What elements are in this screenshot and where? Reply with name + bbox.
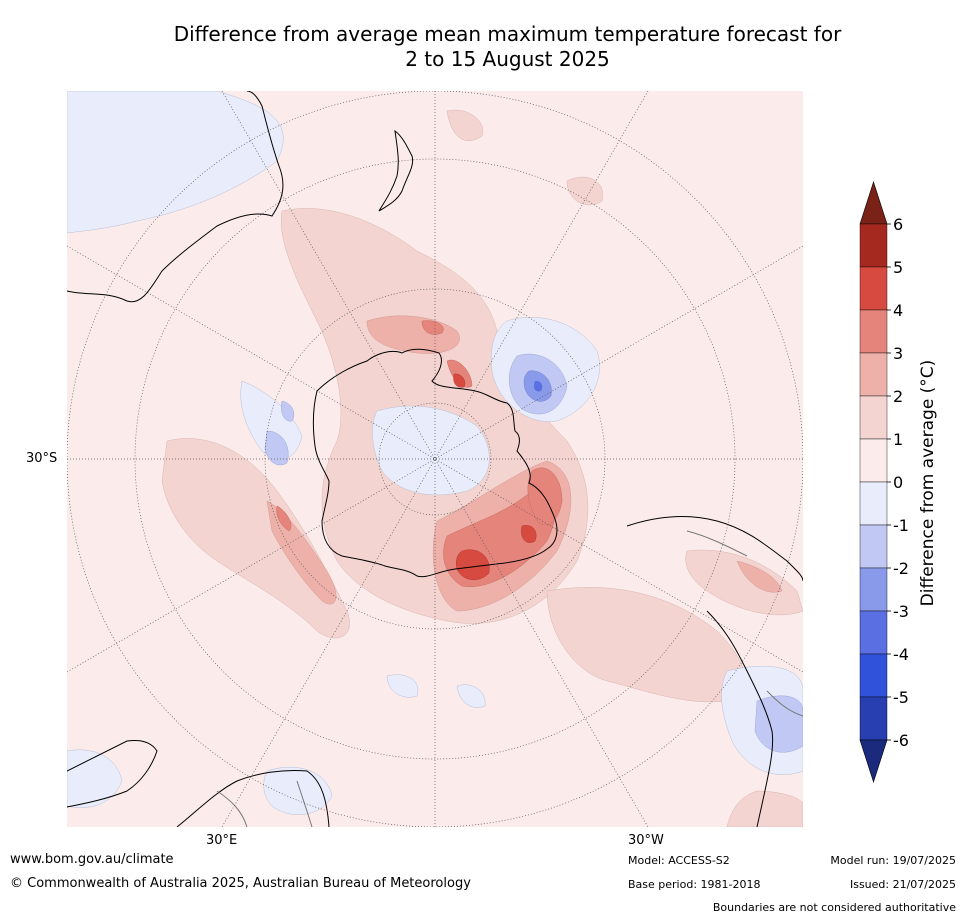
colorbar-segment [859, 309, 888, 354]
anomaly-region-cool-11 [754, 695, 803, 753]
africa-coastline [67, 740, 330, 827]
anomaly-region-warm-15 [446, 359, 473, 388]
colorbar-tick-label: 5 [893, 258, 903, 277]
colorbar-segment [859, 438, 888, 483]
colorbar-segment [859, 223, 888, 268]
colorbar-tick-label: -6 [893, 731, 909, 750]
website-link[interactable]: www.bom.gov.au/climate [10, 852, 174, 867]
south-america-borders [686, 530, 803, 717]
title-line-2: 2 to 15 August 2025 [405, 47, 610, 71]
anomaly-region-cool [67, 91, 284, 234]
anomaly-region-cool-8 [264, 430, 289, 466]
longitude-label-30w: 30°W [628, 833, 664, 848]
anomaly-region-warm-18 [521, 525, 537, 543]
base-period-text: Base period: 1981-2018 [628, 878, 761, 891]
colorbar-tick-label: -4 [893, 645, 909, 664]
anomaly-region-warm-5 [566, 176, 604, 206]
disclaimer-text: Boundaries are not considered authoritat… [712, 901, 956, 914]
anomaly-region-cool-14 [456, 684, 486, 708]
colorbar-segment [859, 352, 888, 397]
australia-coastline [67, 91, 284, 303]
anomaly-region-warm-16 [276, 505, 292, 532]
colorbar-tick-label: -5 [893, 688, 909, 707]
colorbar-segment [859, 567, 888, 612]
anomaly-region-warm-19 [453, 373, 466, 388]
colorbar-tick-label: 4 [893, 301, 903, 320]
new-zealand-coastline [378, 129, 414, 212]
anomaly-region-warm-2 [161, 438, 350, 639]
forecast-map [67, 91, 803, 827]
colorbar-segment [859, 696, 888, 741]
anomaly-region-cool-6 [372, 405, 490, 496]
colorbar-segment [859, 481, 888, 526]
anomaly-region-warm-14 [421, 320, 444, 335]
colorbar-tick-label: -2 [893, 559, 909, 578]
anomaly-region-warm-11 [736, 560, 783, 593]
anomaly-region-warm-6 [685, 549, 803, 616]
anomaly-region-warm-7 [726, 790, 803, 827]
colorbar-tick-label: -1 [893, 516, 909, 535]
anomaly-region-warm-13 [527, 467, 563, 526]
colorbar-segment [859, 266, 888, 311]
model-run-text: Model run: 19/07/2025 [830, 854, 956, 867]
model-text: Model: ACCESS-S2 [628, 854, 730, 867]
longitude-label-30e: 30°E [206, 833, 238, 848]
colorbar-extend-top [859, 181, 888, 225]
colorbar-segment [859, 524, 888, 569]
latitude-label-30s: 30°S [26, 451, 58, 466]
colorbar-tick-label: 2 [893, 387, 903, 406]
africa-borders [216, 780, 313, 827]
colorbar-tick-label: 3 [893, 344, 903, 363]
colorbar-tick-label: -3 [893, 602, 909, 621]
antarctica-coastline [312, 348, 558, 578]
copyright-text: © Commonwealth of Australia 2025, Austra… [10, 876, 471, 891]
colorbar-segment [859, 653, 888, 698]
south-america-coastline [626, 515, 803, 827]
colorbar-segment [859, 395, 888, 440]
anomaly-region-cool-15 [386, 674, 419, 698]
colorbar-segment [859, 610, 888, 655]
title-line-1: Difference from average mean maximum tem… [173, 22, 842, 46]
colorbar-tick-label: 6 [893, 215, 903, 234]
anomaly-region-cool-9 [281, 400, 295, 422]
map-title: Difference from average mean maximum tem… [60, 22, 955, 72]
colorbar-extend-bottom [859, 739, 888, 783]
colorbar-label: Difference from average (°C) [918, 359, 938, 607]
anomaly-region-warm-4 [446, 109, 483, 141]
anomaly-region-warm-17 [455, 549, 490, 580]
graticule [67, 91, 803, 827]
colorbar-tick-label: 1 [893, 430, 903, 449]
anomaly-region-cool-5 [533, 380, 543, 392]
colorbar-tick-label: 0 [893, 473, 903, 492]
issued-text: Issued: 21/07/2025 [849, 878, 956, 891]
